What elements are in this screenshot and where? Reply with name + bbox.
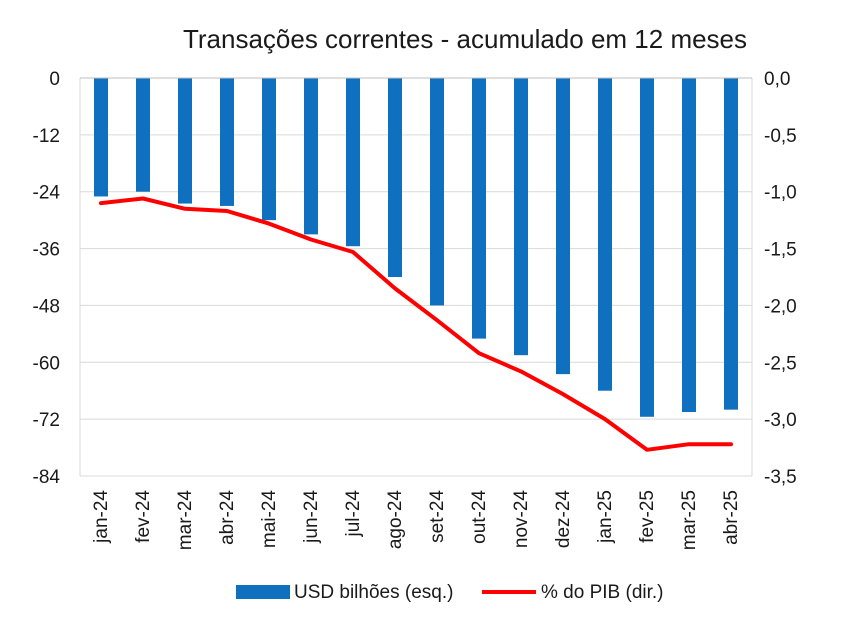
x-tick-label: out-24	[469, 490, 490, 544]
legend-bar-label: USD bilhões (esq.)	[294, 582, 453, 603]
bar	[346, 78, 360, 247]
x-tick-label: nov-24	[511, 490, 532, 549]
right-axis-ticks: 0,0 -0,5 -1,0 -1,5 -2,0 -2,5 -3,0 -3,5	[764, 69, 797, 488]
x-tick-label: dez-24	[553, 490, 574, 549]
right-tick-label: -1,0	[764, 183, 797, 204]
x-tick-label: jun-24	[301, 490, 322, 544]
right-tick-label: -0,5	[764, 126, 797, 147]
x-axis-ticks: jan-24 fev-24 mar-24 abr-24 mai-24 jun-24 jul-…	[91, 490, 742, 551]
x-tick-label: fev-25	[637, 490, 658, 543]
right-tick-label: 0,0	[764, 69, 790, 90]
legend: USD bilhões (esq.) % do PIB (dir.)	[236, 582, 664, 603]
left-tick-label: -48	[33, 296, 60, 317]
bar	[598, 78, 612, 391]
x-tick-label: set-24	[427, 490, 448, 543]
left-tick-label: 0	[49, 69, 60, 90]
right-tick-label: -3,0	[764, 410, 797, 431]
right-tick-label: -2,5	[764, 353, 797, 374]
left-axis-ticks: 0 -12 -24 -36 -48 -60 -72 -84	[33, 69, 61, 488]
x-tick-label: fev-24	[133, 490, 154, 543]
bar	[556, 78, 570, 375]
bar	[514, 78, 528, 356]
line-series	[99, 196, 733, 452]
left-tick-label: -72	[33, 410, 60, 431]
bar	[220, 78, 234, 206]
bar	[430, 78, 444, 306]
bar	[94, 78, 108, 197]
x-tick-label: mar-24	[175, 490, 196, 551]
axes	[79, 77, 753, 476]
x-tick-label: mar-25	[679, 490, 700, 550]
bar	[262, 78, 276, 221]
left-tick-label: -60	[33, 353, 60, 374]
chart-title: Transações correntes - acumulado em 12 m…	[183, 24, 747, 54]
bar	[388, 78, 402, 277]
left-tick-label: -12	[33, 126, 60, 147]
bar	[640, 78, 654, 417]
x-tick-label: jan-24	[91, 490, 112, 544]
bar	[136, 78, 150, 192]
legend-line-label: % do PIB (dir.)	[541, 582, 664, 603]
bar	[724, 78, 738, 410]
left-tick-label: -36	[33, 240, 60, 261]
left-tick-label: -84	[33, 467, 61, 488]
bar	[304, 78, 318, 235]
left-tick-label: -24	[33, 183, 61, 204]
legend-bar-swatch	[236, 585, 290, 599]
bar	[682, 78, 696, 413]
x-tick-label: mai-24	[259, 490, 280, 549]
x-tick-label: jul-24	[343, 490, 364, 538]
x-tick-label: ago-24	[385, 490, 406, 550]
x-tick-label: jan-25	[595, 490, 616, 544]
right-tick-label: -1,5	[764, 240, 797, 261]
bar-series	[94, 78, 738, 417]
x-tick-label: abr-25	[721, 490, 742, 545]
bar	[472, 78, 486, 339]
bar	[178, 78, 192, 204]
right-tick-label: -2,0	[764, 296, 797, 317]
right-tick-label: -3,5	[764, 467, 797, 488]
pib-line	[99, 196, 733, 452]
x-tick-label: abr-24	[217, 490, 238, 545]
